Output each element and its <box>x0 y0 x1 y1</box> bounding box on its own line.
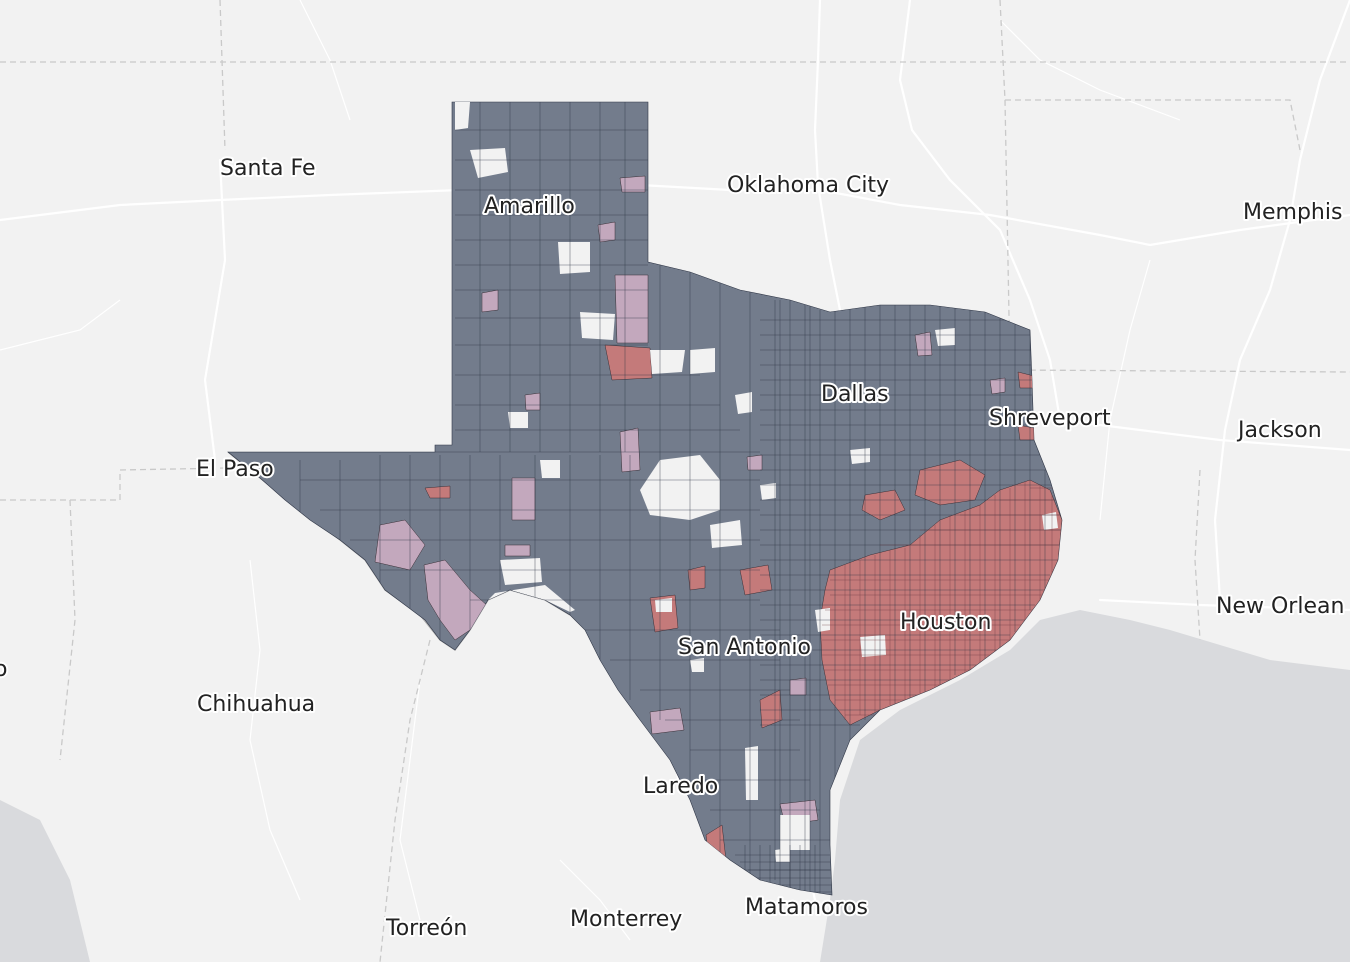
label-torreon: Torreón <box>385 916 467 941</box>
label-amarillo: Amarillo <box>484 194 575 219</box>
label-dallas: Dallas <box>821 382 889 407</box>
texas-choropleth[interactable] <box>227 101 1063 896</box>
label-houston: Houston <box>900 610 991 635</box>
label-jackson: Jackson <box>1236 418 1322 443</box>
label-memphis: Memphis <box>1243 200 1342 225</box>
label-el-paso: El Paso <box>196 457 274 482</box>
road-network <box>0 0 1350 941</box>
label-laredo: Laredo <box>643 774 718 799</box>
label-oklahoma-city: Oklahoma City <box>727 173 889 198</box>
label-santa-fe: Santa Fe <box>220 156 315 181</box>
label-new-orleans: New Orlean <box>1216 594 1344 619</box>
label-edge-fragment: o <box>0 657 7 682</box>
label-chihuahua: Chihuahua <box>197 692 315 717</box>
label-monterrey: Monterrey <box>570 907 682 932</box>
label-shreveport: Shreveport <box>989 406 1111 431</box>
gulf-of-mexico <box>0 610 1350 962</box>
label-san-antonio: San Antonio <box>678 635 811 660</box>
label-matamoros: Matamoros <box>745 895 868 920</box>
city-labels: Santa Fe Amarillo Oklahoma City Memphis … <box>0 154 1346 943</box>
